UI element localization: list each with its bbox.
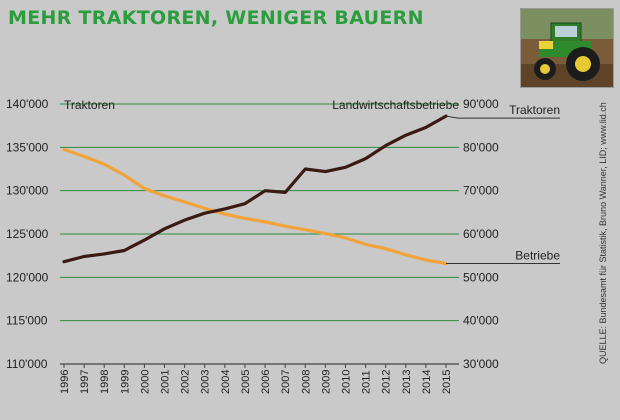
series-callouts: Traktoren Betriebe bbox=[445, 103, 560, 264]
x-tick-label: 2010 bbox=[340, 370, 352, 394]
left-tick-label: 135'000 bbox=[6, 140, 49, 154]
x-tick-label: 2003 bbox=[200, 370, 212, 394]
left-axis-ticks: 110'000 115'000 120'000 125'000 130'000 135'0… bbox=[6, 97, 49, 371]
x-tick-label: 2006 bbox=[260, 370, 272, 394]
x-tick-label: 2007 bbox=[280, 370, 292, 394]
x-tick-label: 2000 bbox=[139, 370, 151, 394]
right-tick-label: 80'000 bbox=[463, 140, 499, 154]
x-tick-label: 2002 bbox=[180, 370, 192, 394]
tractor-illustration bbox=[521, 9, 613, 87]
left-tick-label: 120'000 bbox=[6, 270, 49, 284]
right-tick-label: 30'000 bbox=[463, 357, 499, 371]
series-lines bbox=[62, 114, 448, 266]
right-axis-ticks: 30'000 40'000 50'000 60'000 70'000 80'000 90'0… bbox=[463, 97, 499, 371]
left-tick-label: 125'000 bbox=[6, 227, 49, 241]
left-tick-label: 115'000 bbox=[6, 314, 48, 328]
tractor-photo bbox=[520, 8, 614, 88]
right-tick-label: 50'000 bbox=[463, 270, 499, 284]
source-note: QUELLE: Bundesamt für Statistik, Bruno W… bbox=[598, 102, 608, 364]
left-tick-label: 110'000 bbox=[6, 357, 48, 371]
left-tick-label: 140'000 bbox=[6, 97, 49, 111]
x-tick-label: 2004 bbox=[220, 370, 232, 394]
right-axis-label: Landwirtschaftsbetriebe bbox=[332, 98, 459, 112]
x-tick-label: 1999 bbox=[119, 370, 131, 394]
right-tick-label: 40'000 bbox=[463, 314, 499, 328]
x-tick-label: 2013 bbox=[401, 370, 413, 394]
gridlines bbox=[60, 103, 459, 365]
x-tick-label: 2008 bbox=[300, 370, 312, 394]
right-tick-label: 70'000 bbox=[463, 184, 499, 198]
callout-line bbox=[445, 115, 560, 119]
right-tick-label: 60'000 bbox=[463, 227, 499, 241]
x-tick-label: 2009 bbox=[320, 370, 332, 394]
x-tick-label: 1998 bbox=[99, 370, 111, 394]
chart-title: MEHR TRAKTOREN, WENIGER BAUERN bbox=[8, 7, 424, 29]
x-axis-ticks: 1996 1997 1998 1999 2000 2001 2002 2003 2004 2005… bbox=[59, 364, 453, 394]
callout-label-traktoren: Traktoren bbox=[509, 103, 560, 117]
series-line-betriebe bbox=[62, 147, 448, 266]
x-tick-label: 2014 bbox=[421, 370, 433, 394]
callout-label-betriebe: Betriebe bbox=[515, 248, 560, 262]
x-tick-label: 2011 bbox=[361, 370, 373, 394]
x-tick-label: 2012 bbox=[381, 370, 393, 394]
right-tick-label: 90'000 bbox=[463, 97, 499, 111]
x-tick-label: 2005 bbox=[240, 370, 252, 394]
x-tick-label: 1997 bbox=[79, 370, 91, 394]
x-tick-label: 1996 bbox=[59, 370, 71, 394]
x-tick-label: 2001 bbox=[160, 370, 172, 394]
left-tick-label: 130'000 bbox=[6, 184, 49, 198]
left-axis-label: Traktoren bbox=[64, 98, 115, 112]
x-tick-label: 2015 bbox=[441, 370, 453, 394]
series-line-traktoren bbox=[62, 114, 448, 264]
